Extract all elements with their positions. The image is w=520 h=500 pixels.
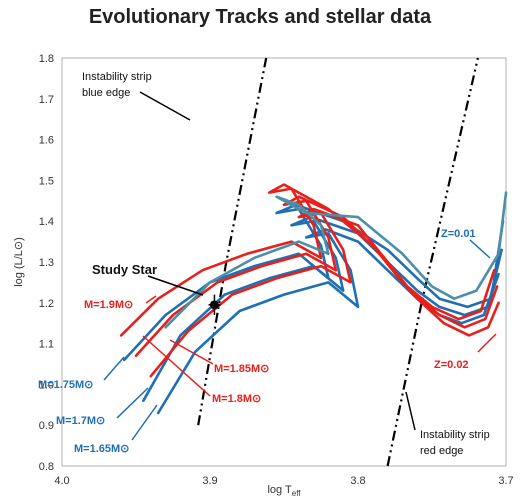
- z002-leader: [477, 333, 497, 353]
- z001-leader: [469, 239, 491, 259]
- z002-label: Z=0.02: [434, 359, 469, 371]
- red-edge-label-line1: Instability strip: [420, 429, 490, 441]
- y-tick-label: 1.2: [39, 298, 54, 310]
- evolutionary-track-1: [142, 215, 503, 402]
- study-star-leader: [147, 275, 204, 296]
- x-tick-label: 3.7: [498, 475, 513, 487]
- m185-label: M=1.85M⊙: [214, 363, 269, 375]
- evolutionary-track-4: [134, 195, 499, 358]
- study-star-label: Study Star: [92, 262, 157, 277]
- y-tick-label: 1.5: [39, 175, 54, 187]
- plot-area-frame: [61, 57, 507, 467]
- m18-label: M=1.8M⊙: [212, 393, 261, 405]
- x-tick-label: 3.9: [202, 475, 217, 487]
- blue-edge-leader: [139, 91, 191, 121]
- study-star-group: [208, 294, 221, 316]
- study-star-point: [209, 300, 219, 310]
- y-tick-label: 1.8: [39, 53, 54, 65]
- m165-leader: [131, 404, 158, 441]
- y-tick-label: 0.8: [39, 461, 54, 473]
- annotation-group: Instability strip blue edge Instability …: [38, 71, 497, 457]
- x-axis-label-sub: eff: [292, 489, 302, 498]
- x-axis-label-main: log T: [267, 484, 292, 496]
- tick-labels-group: 4.0 3.9 3.8 3.7 0.8 0.9 1.0 1.1 1.2 1.3 1.4 1.5 1.6 1…: [39, 53, 514, 487]
- red-edge-line: [386, 57, 479, 467]
- blue-edge-label-line2: blue edge: [82, 87, 130, 99]
- blue-edge-label-line1: Instability strip: [82, 71, 152, 83]
- y-tick-label: 1.7: [39, 94, 54, 106]
- m175-label: M=1.75M⊙: [38, 379, 93, 391]
- m175-leader: [103, 356, 125, 381]
- m165-label: M=1.65M⊙: [74, 443, 129, 455]
- red-edge-label-line2: red edge: [420, 445, 463, 457]
- m19-label: M=1.9M⊙: [84, 299, 133, 311]
- y-tick-label: 1.6: [39, 135, 54, 147]
- y-tick-label: 1.1: [39, 339, 54, 351]
- evolutionary-track-3: [149, 207, 500, 378]
- evolutionary-track-0: [156, 228, 500, 415]
- z001-label: Z=0.01: [441, 228, 476, 240]
- x-tick-label: 4.0: [54, 475, 69, 487]
- m17-label: M=1.7M⊙: [56, 415, 105, 427]
- y-tick-label: 1.0: [39, 379, 54, 391]
- m17-leader: [116, 387, 149, 419]
- y-tick-label: 0.9: [39, 420, 54, 432]
- evolutionary-track-6: [164, 191, 508, 329]
- m19-leader: [145, 295, 157, 304]
- m185-leader: [169, 339, 214, 365]
- red-edge-leader: [405, 391, 416, 431]
- x-axis-label: log Teff: [267, 484, 301, 498]
- evolutionary-track-5: [119, 183, 496, 337]
- series-group: [119, 183, 508, 415]
- evolutionary-track-2: [122, 203, 505, 362]
- x-tick-label: 3.8: [350, 475, 365, 487]
- y-tick-label: 1.3: [39, 257, 54, 269]
- chart-title: Evolutionary Tracks and stellar data: [88, 6, 432, 28]
- y-axis-label: log (L/L⊙): [13, 237, 25, 287]
- y-tick-label: 1.4: [39, 216, 54, 228]
- m18-leader: [142, 335, 211, 397]
